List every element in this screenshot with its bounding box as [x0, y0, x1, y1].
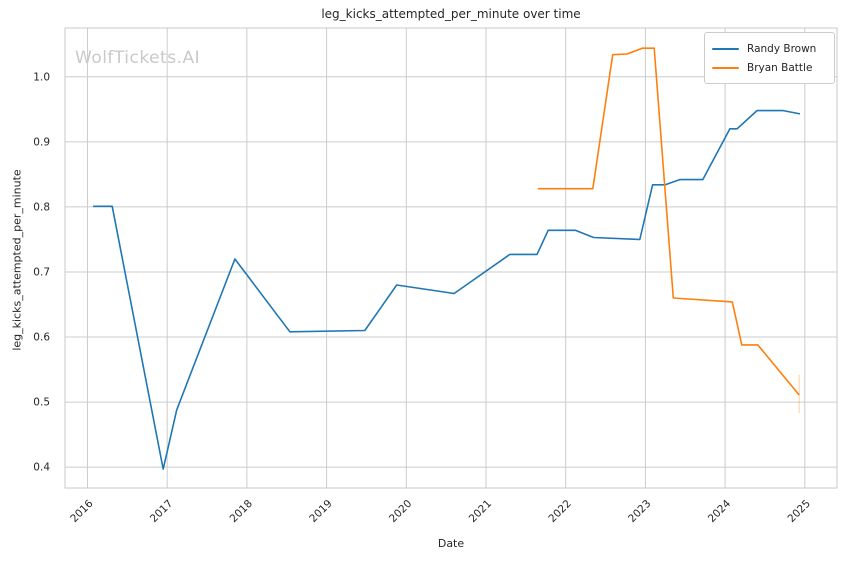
y-tick-label: 0.7 [33, 266, 50, 278]
legend: Randy Brown Bryan Battle [704, 32, 835, 84]
chart-title: leg_kicks_attempted_per_minute over time [321, 7, 581, 21]
legend-item-randy-brown: Randy Brown [712, 39, 826, 58]
x-tick-label: 2023 [626, 498, 653, 525]
legend-line-swatch-blue [712, 47, 739, 50]
plot-border [64, 27, 838, 489]
legend-label-bryan-battle: Bryan Battle [747, 61, 813, 74]
x-tick-label: 2021 [467, 498, 494, 525]
y-tick-label: 0.8 [33, 201, 50, 213]
x-tick-label: 2016 [68, 497, 96, 525]
x-tick-label: 2022 [546, 498, 573, 525]
x-tick-label: 2020 [387, 498, 414, 525]
y-tick-label: 0.4 [33, 462, 50, 474]
x-tick-label: 2018 [228, 498, 255, 525]
y-axis-label: leg_kicks_attempted_per_minute [10, 169, 24, 351]
y-tick-label: 0.5 [33, 397, 50, 409]
x-tick-label: 2017 [148, 498, 175, 525]
y-tick-label: 0.6 [33, 332, 50, 344]
x-axis-label: Date [437, 537, 465, 550]
legend-label-randy-brown: Randy Brown [747, 42, 817, 55]
x-tick-label: 2025 [786, 498, 813, 525]
series-line-randy-brown [93, 109, 801, 470]
x-tick-label: 2019 [307, 498, 334, 525]
legend-line-swatch-orange [712, 66, 739, 69]
series-line-bryan-battle [537, 47, 800, 396]
x-tick-label: 2024 [706, 497, 734, 525]
y-tick-label: 1.0 [33, 71, 50, 83]
y-tick-label: 0.9 [33, 136, 50, 148]
legend-item-bryan-battle: Bryan Battle [712, 58, 826, 77]
watermark: WolfTickets.AI [75, 48, 201, 68]
